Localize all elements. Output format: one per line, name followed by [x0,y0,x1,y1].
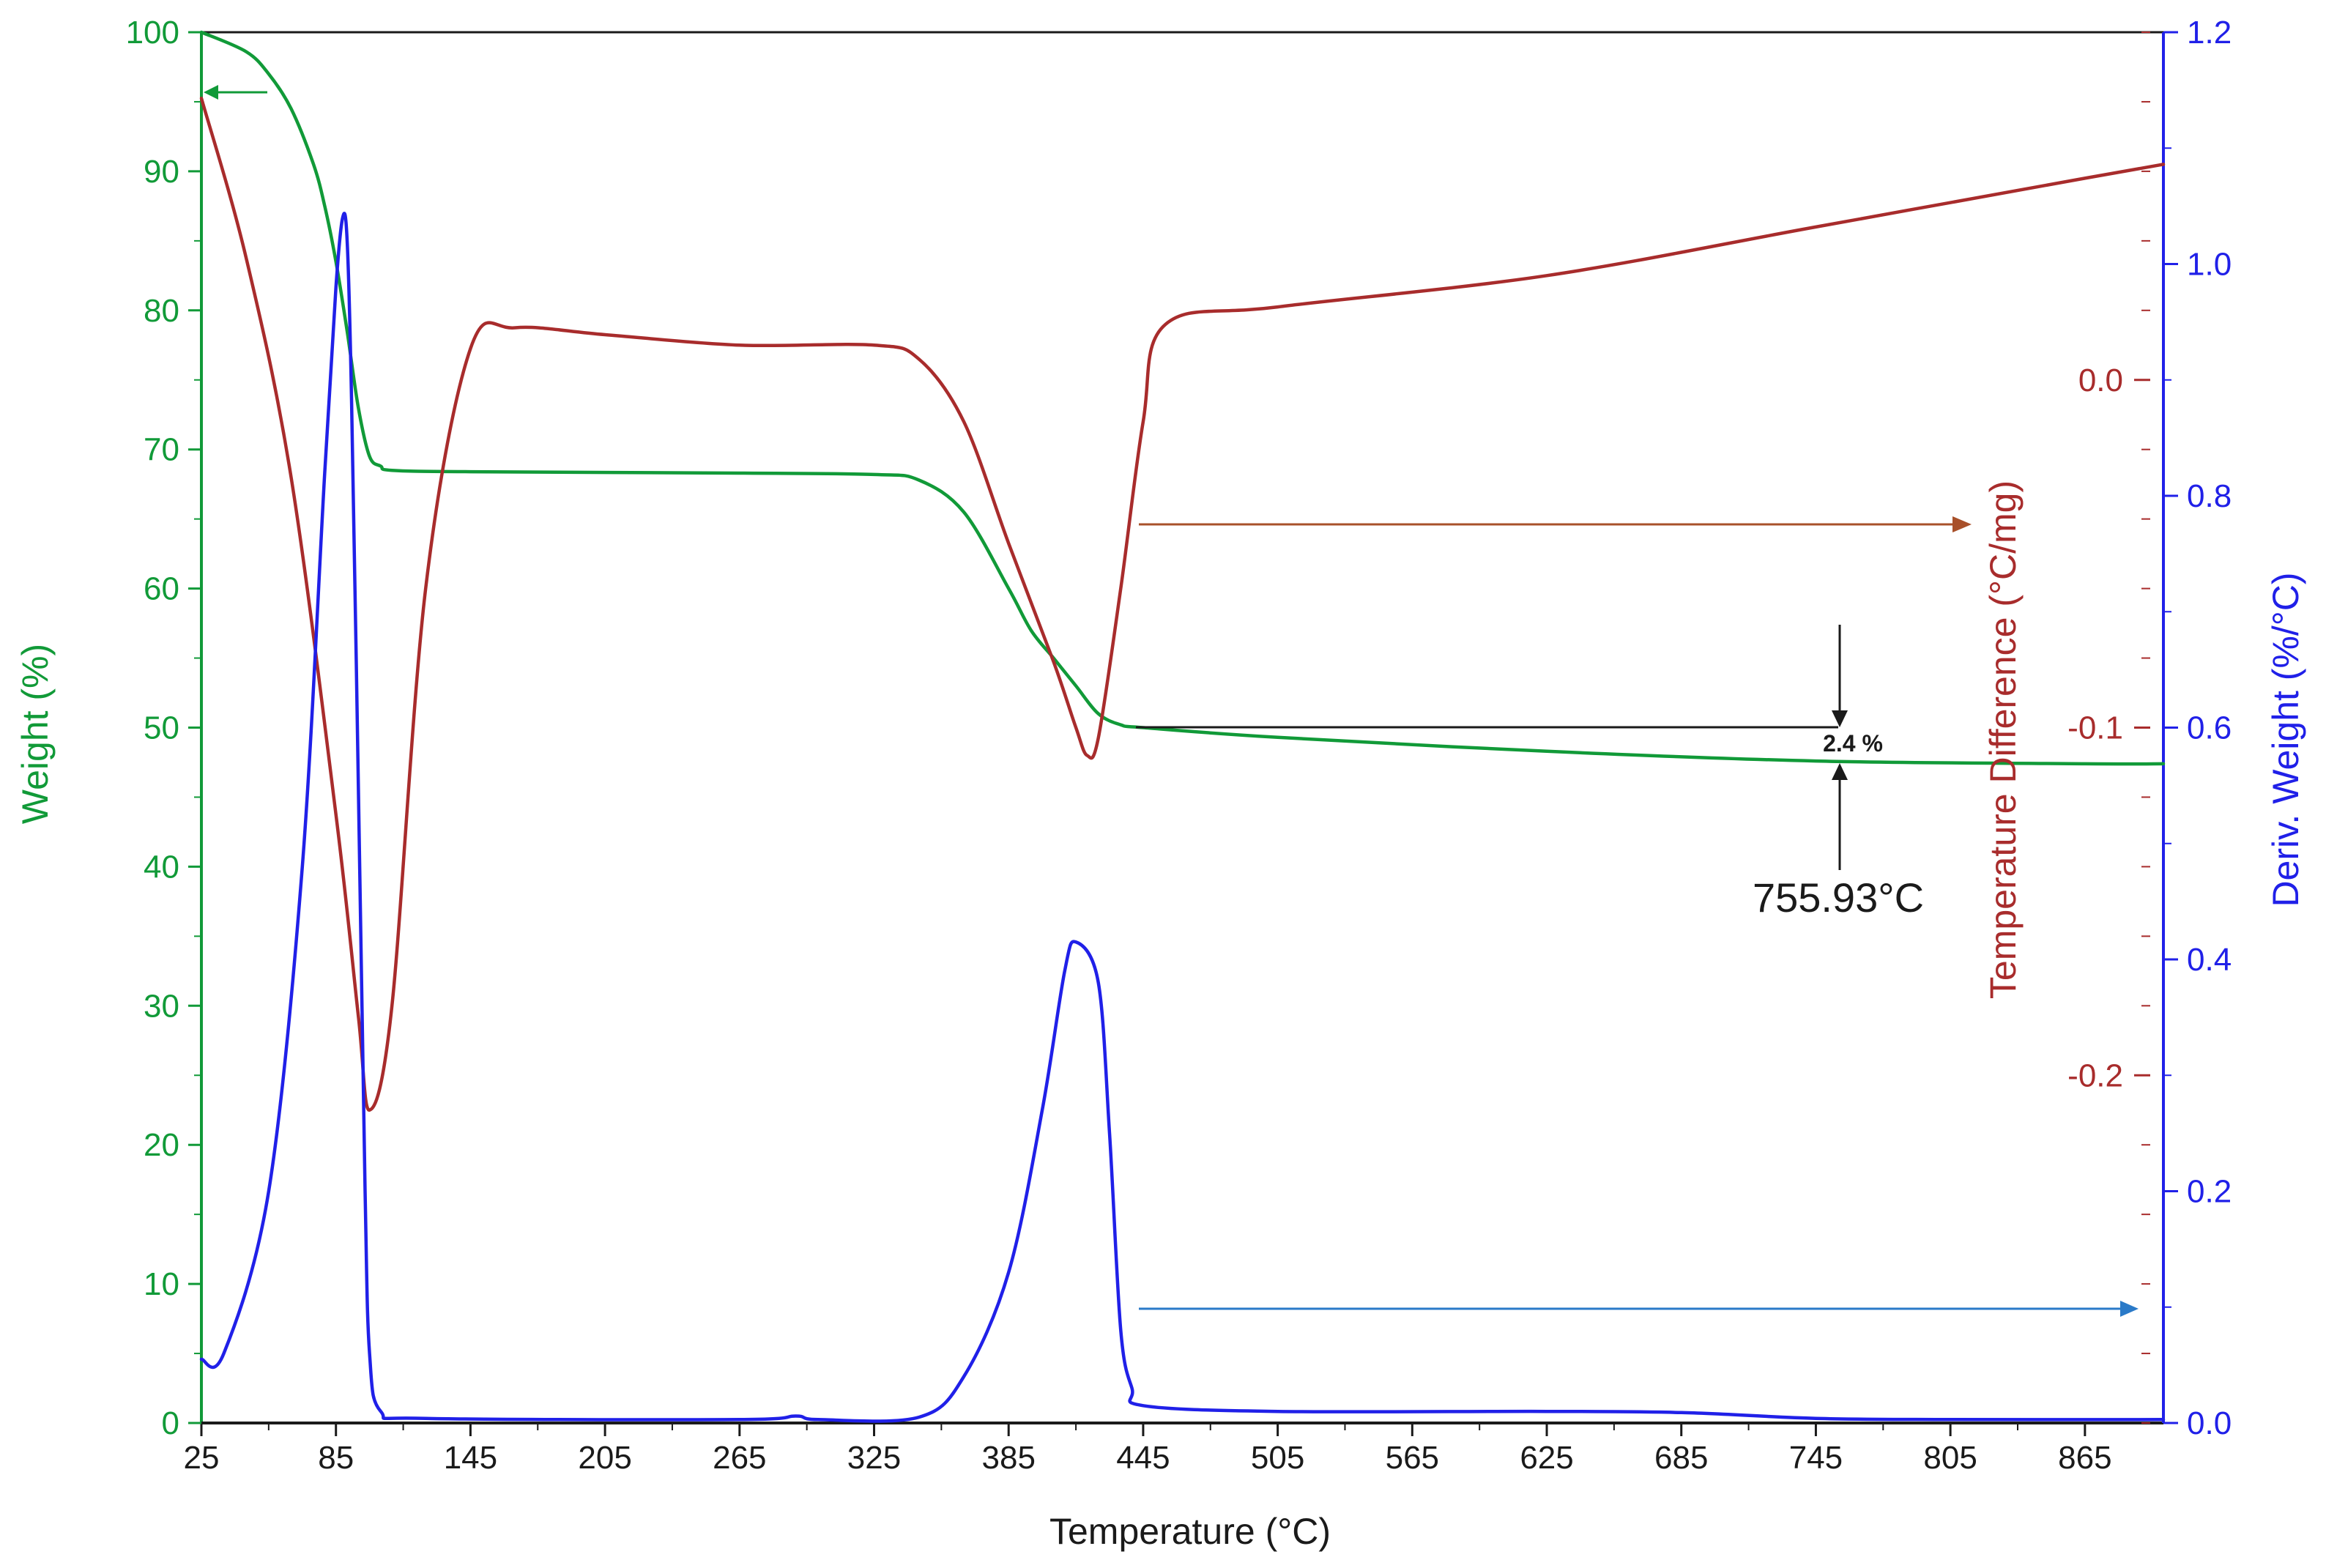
left-axis-ticks: 0 10 20 30 40 50 60 70 80 90 100 [126,15,201,1441]
weight-curve [199,30,2166,766]
left-tick-label: 0 [162,1405,179,1441]
x-tick-label: 505 [1251,1440,1304,1476]
deriv-tick-label: 1.2 [2187,15,2232,51]
x-tick-label: 745 [1789,1440,1843,1476]
td-tick-label: 0.0 [2078,363,2123,398]
left-axis-title: Weight (%) [15,644,56,824]
left-tick-label: 80 [144,293,179,329]
left-tick-label: 90 [144,154,179,190]
step-change-label: 2.4 % [1823,730,1883,757]
x-tick-label: 325 [847,1440,901,1476]
deriv-axis-ticks: 0.0 0.2 0.4 0.6 0.8 1.0 1.2 [2163,15,2232,1441]
temperature-difference-curve [199,96,2166,1112]
x-tick-label: 445 [1116,1440,1170,1476]
deriv-tick-label: 1.0 [2187,247,2232,283]
td-axis-arrow [1139,516,1972,532]
left-tick-label: 100 [126,15,179,51]
left-tick-label: 60 [144,571,179,607]
left-tick-label: 20 [144,1127,179,1163]
left-tick-label: 50 [144,710,179,746]
x-tick-label: 85 [318,1440,354,1476]
x-tick-label: 805 [1923,1440,1977,1476]
td-axis-title: Temperature Difference (°C/mg) [1983,480,2024,999]
deriv-axis-arrow [1139,1301,2139,1317]
x-tick-label: 385 [982,1440,1036,1476]
deriv-tick-label: 0.8 [2187,478,2232,514]
x-tick-label: 145 [444,1440,497,1476]
deriv-tick-label: 0.2 [2187,1174,2232,1210]
x-tick-label: 265 [713,1440,766,1476]
x-tick-label: 565 [1386,1440,1439,1476]
x-axis-ticks: 25 85 145 205 265 325 385 445 505 565 625 685 745 805… [184,1423,2112,1476]
td-axis-ticks: 0.0 -0.1 -0.2 [2067,31,2150,1424]
x-tick-label: 205 [578,1440,631,1476]
x-tick-label: 25 [184,1440,220,1476]
deriv-weight-curve [199,212,2166,1423]
left-tick-label: 70 [144,432,179,468]
deriv-axis-title: Deriv. Weight (%/°C) [2265,572,2306,907]
series-layer [199,30,2166,1423]
deriv-tick-label: 0.0 [2187,1405,2232,1441]
x-tick-label: 625 [1520,1440,1573,1476]
weight-axis-arrow [204,85,267,100]
td-tick-label: -0.1 [2067,710,2123,746]
temperature-marker-label: 755.93°C [1753,874,1924,921]
deriv-tick-label: 0.6 [2187,710,2232,746]
left-tick-label: 30 [144,988,179,1024]
left-tick-label: 40 [144,849,179,885]
td-tick-label: -0.2 [2067,1058,2123,1093]
left-tick-label: 10 [144,1266,179,1302]
deriv-tick-label: 0.4 [2187,942,2232,978]
x-axis-title: Temperature (°C) [1049,1511,1331,1552]
x-tick-label: 685 [1654,1440,1708,1476]
step-change-marker [1136,625,1848,870]
x-tick-label: 865 [2058,1440,2111,1476]
